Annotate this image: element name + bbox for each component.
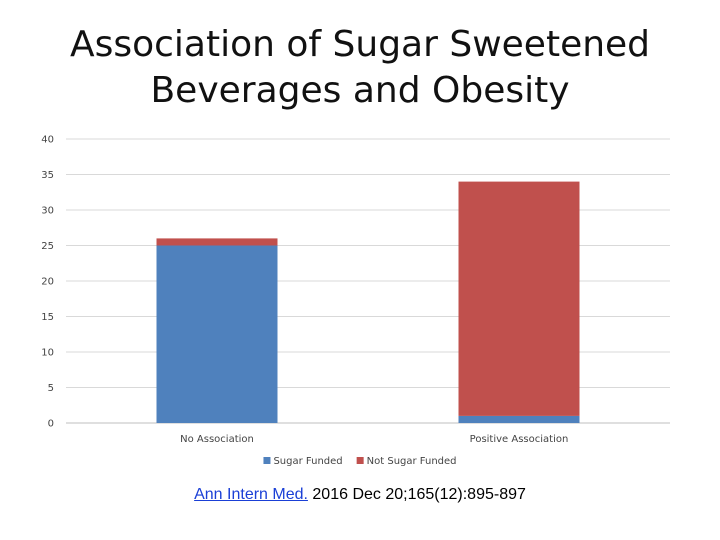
y-tick-label: 40 [41,135,54,146]
bar-segment [458,181,580,416]
title-line-2: Beverages and Obesity [150,70,570,111]
bar-segment [156,245,278,423]
journal-link[interactable]: Ann Intern Med. [194,486,308,503]
legend-label: Sugar Funded [273,456,342,467]
y-tick-label: 20 [41,277,54,288]
stacked-bar-chart: 0 5 10 15 20 25 30 35 40 No Association Positive … [41,135,670,467]
citation-details: 2016 Dec 20;165(12):895-897 [307,486,526,503]
y-tick-label: 15 [41,312,54,323]
x-axis-ticks: No Association Positive Association [180,434,568,445]
legend-swatch [356,457,364,464]
bar-segment [156,238,278,246]
slide-title: Association of Sugar Sweetened Beverages… [0,22,720,114]
legend-label: Not Sugar Funded [367,456,457,467]
x-tick-label: Positive Association [470,434,569,445]
legend-swatch [263,457,271,464]
y-tick-label: 25 [41,241,54,252]
y-tick-label: 10 [41,348,54,359]
y-tick-label: 30 [41,206,54,217]
bars [156,181,580,423]
legend: Sugar Funded Not Sugar Funded [263,456,457,467]
y-tick-label: 0 [48,419,54,430]
y-tick-label: 35 [41,170,54,181]
title-line-1: Association of Sugar Sweetened [69,24,651,65]
bar-segment [458,415,580,423]
y-axis-ticks: 0 5 10 15 20 25 30 35 40 [41,135,54,430]
legend-item: Sugar Funded [263,456,343,467]
citation: Ann Intern Med. 2016 Dec 20;165(12):895-… [0,486,720,504]
y-tick-label: 5 [48,383,54,394]
legend-item: Not Sugar Funded [356,456,457,467]
x-tick-label: No Association [180,434,254,445]
